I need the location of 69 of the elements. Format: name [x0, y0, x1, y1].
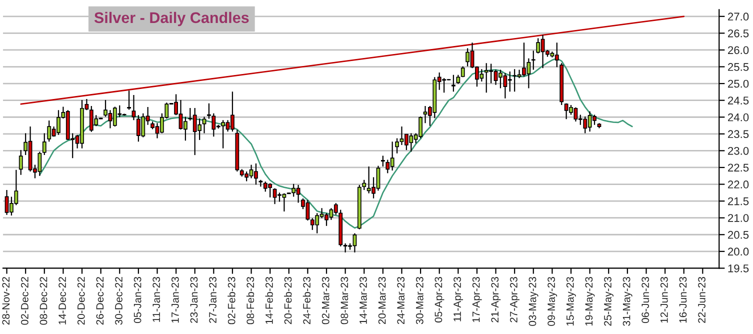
x-tick-label: 02-Feb-23: [228, 276, 236, 324]
x-tick-label: 02-Mar-23: [322, 276, 330, 324]
x-tick-label: 14-Feb-23: [265, 276, 273, 324]
y-tick-label: 21.0: [728, 214, 749, 222]
y-tick-label: 19.5: [728, 264, 749, 272]
candlestick: [466, 48, 470, 67]
x-tick-label: 09-May-23: [548, 276, 558, 326]
x-tick-label: 24-Feb-23: [302, 276, 310, 324]
candlestick: [18, 149, 23, 176]
x-tick-label: 30-Mar-23: [416, 276, 424, 324]
x-tick-label: 31-May-23: [622, 276, 632, 326]
y-tick-label: 25.5: [728, 63, 749, 71]
x-tick-label: 14-Mar-23: [360, 276, 367, 324]
x-tick-label: 25-May-23: [604, 276, 614, 326]
x-tick-label: 16-Jun-23: [679, 276, 687, 323]
candlestick: [42, 132, 46, 156]
y-tick-label: 23.0: [728, 146, 749, 155]
x-tick-label: 28-Nov-22: [2, 277, 10, 325]
x-tick-label: 08-Mar-23: [340, 276, 348, 324]
x-tick-label: 11-Jan-23: [152, 276, 160, 322]
x-tick-label: 20-Feb-23: [284, 276, 292, 324]
x-tick-label: 08-Dec-22: [40, 277, 48, 325]
y-tick-label: 26.5: [728, 29, 749, 38]
x-tick-label: 06-Jun-23: [642, 276, 650, 324]
x-tick-label: 20-Mar-23: [378, 276, 386, 324]
x-tick-label: 20-Dec-22: [77, 277, 85, 325]
y-tick-label: 20.0: [728, 248, 749, 256]
candlestick: [380, 155, 385, 168]
x-tick-label: 23-Jan-23: [190, 276, 198, 323]
y-tick-label: 24.0: [728, 113, 749, 122]
chart-title: Silver - Daily Candles: [94, 12, 249, 26]
candlestick: [554, 42, 559, 68]
x-tick-label: 15-May-23: [566, 276, 576, 326]
y-tick-label: 26.0: [728, 46, 749, 54]
y-tick-label: 27.0: [728, 12, 749, 21]
x-tick-label: 19-May-23: [585, 276, 595, 326]
x-tick-label: 27-Jan-23: [209, 276, 216, 323]
x-tick-label: 17-Apr-23: [472, 276, 482, 322]
y-tick-label: 20.5: [728, 230, 749, 239]
candlestick: [452, 74, 456, 92]
y-tick-label: 23.5: [728, 130, 749, 138]
candlestick: [202, 116, 206, 134]
x-tick-label: 05-Jan-23: [134, 276, 142, 324]
x-tick-label: 17-Jan-23: [171, 276, 179, 323]
x-tick-label: 30-Dec-22: [115, 277, 122, 325]
x-tick-label: 21-Apr-23: [491, 276, 501, 322]
x-tick-label: 03-May-23: [528, 276, 538, 326]
candlestick: [132, 94, 136, 121]
y-tick-label: 25.0: [728, 80, 749, 88]
x-tick-label: 05-Apr-23: [434, 276, 444, 322]
y-tick-label: 21.5: [728, 197, 749, 206]
candlestick: [531, 50, 536, 70]
x-tick-label: 22-Jun-23: [698, 276, 706, 323]
y-tick-label: 22.0: [728, 180, 749, 188]
x-tick-label: 27-Apr-23: [510, 276, 520, 322]
candlestick: [362, 179, 366, 191]
candlestick: [47, 120, 52, 142]
x-tick-label: 11-Apr-23: [454, 276, 464, 322]
x-tick-label: 08-Feb-23: [246, 276, 254, 324]
x-tick-label: 24-Mar-23: [397, 276, 405, 324]
candlestick: [512, 68, 517, 92]
candlestick: [456, 74, 460, 84]
y-tick-label: 24.5: [728, 96, 749, 104]
x-tick-label: 14-Dec-22: [58, 277, 66, 324]
y-tick-label: 22.5: [728, 164, 749, 172]
x-tick-label: 12-Jun-23: [660, 276, 668, 323]
x-tick-label: 02-Dec-22: [21, 277, 28, 325]
x-tick-label: 26-Dec-22: [96, 277, 104, 325]
candlestick: [536, 38, 540, 54]
